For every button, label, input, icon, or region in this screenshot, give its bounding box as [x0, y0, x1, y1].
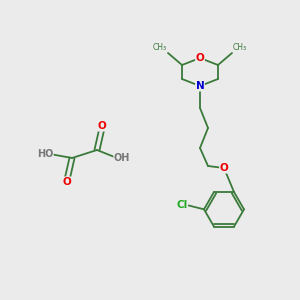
Text: Cl: Cl — [176, 200, 188, 210]
Text: O: O — [63, 177, 71, 187]
Text: O: O — [220, 163, 228, 173]
Text: N: N — [196, 81, 204, 91]
Text: HO: HO — [37, 149, 53, 159]
Text: CH₃: CH₃ — [153, 44, 167, 52]
Text: CH₃: CH₃ — [233, 44, 247, 52]
Text: OH: OH — [114, 153, 130, 163]
Text: O: O — [98, 121, 106, 131]
Text: O: O — [196, 53, 204, 63]
